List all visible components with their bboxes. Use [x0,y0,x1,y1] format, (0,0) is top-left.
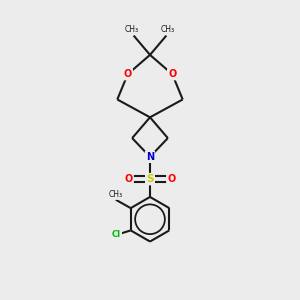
Text: O: O [167,174,175,184]
Text: O: O [168,69,176,79]
Text: CH₃: CH₃ [108,190,122,199]
Text: CH₃: CH₃ [161,25,175,34]
Text: N: N [146,152,154,162]
Text: S: S [146,174,154,184]
Text: Cl: Cl [112,230,121,239]
Text: CH₃: CH₃ [125,25,139,34]
Text: O: O [124,174,133,184]
Text: O: O [124,69,132,79]
